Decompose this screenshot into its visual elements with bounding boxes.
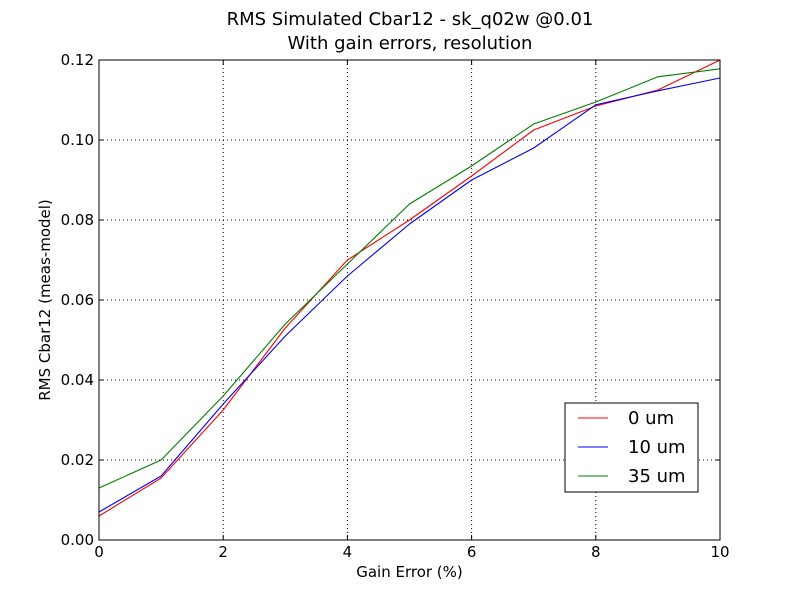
chart-subtitle: With gain errors, resolution (288, 33, 533, 54)
x-tick-label: 0 (94, 543, 104, 561)
legend-label: 35 um (628, 466, 686, 487)
x-axis-label: Gain Error (%) (356, 563, 463, 581)
legend: 0 um 10 um 35 um (564, 402, 699, 493)
legend-label: 10 um (628, 437, 686, 458)
chart-title: RMS Simulated Cbar12 - sk_q02w @0.01 (227, 9, 594, 30)
y-tick-label: 0.08 (61, 211, 94, 229)
y-tick-label: 0.10 (61, 131, 94, 149)
y-tick-label: 0.00 (61, 531, 94, 549)
series-line (98, 68, 721, 489)
axis-ticks: 0 2 4 6 8 10 0.00 0.02 0.04 0.06 0.08 0.10 0.12 (61, 51, 730, 561)
x-tick-label: 6 (467, 543, 477, 561)
x-tick-label: 2 (218, 543, 228, 561)
series-line (98, 77, 721, 513)
legend-label: 0 um (628, 408, 674, 429)
x-tick-label: 10 (710, 543, 729, 561)
y-tick-label: 0.06 (61, 291, 94, 309)
y-tick-label: 0.02 (61, 451, 94, 469)
y-tick-label: 0.04 (61, 371, 94, 389)
y-tick-label: 0.12 (61, 51, 94, 69)
x-tick-label: 8 (591, 543, 601, 561)
x-tick-label: 4 (343, 543, 353, 561)
y-axis-label: RMS Cbar12 (meas-model) (36, 199, 54, 401)
series-lines (98, 59, 721, 517)
